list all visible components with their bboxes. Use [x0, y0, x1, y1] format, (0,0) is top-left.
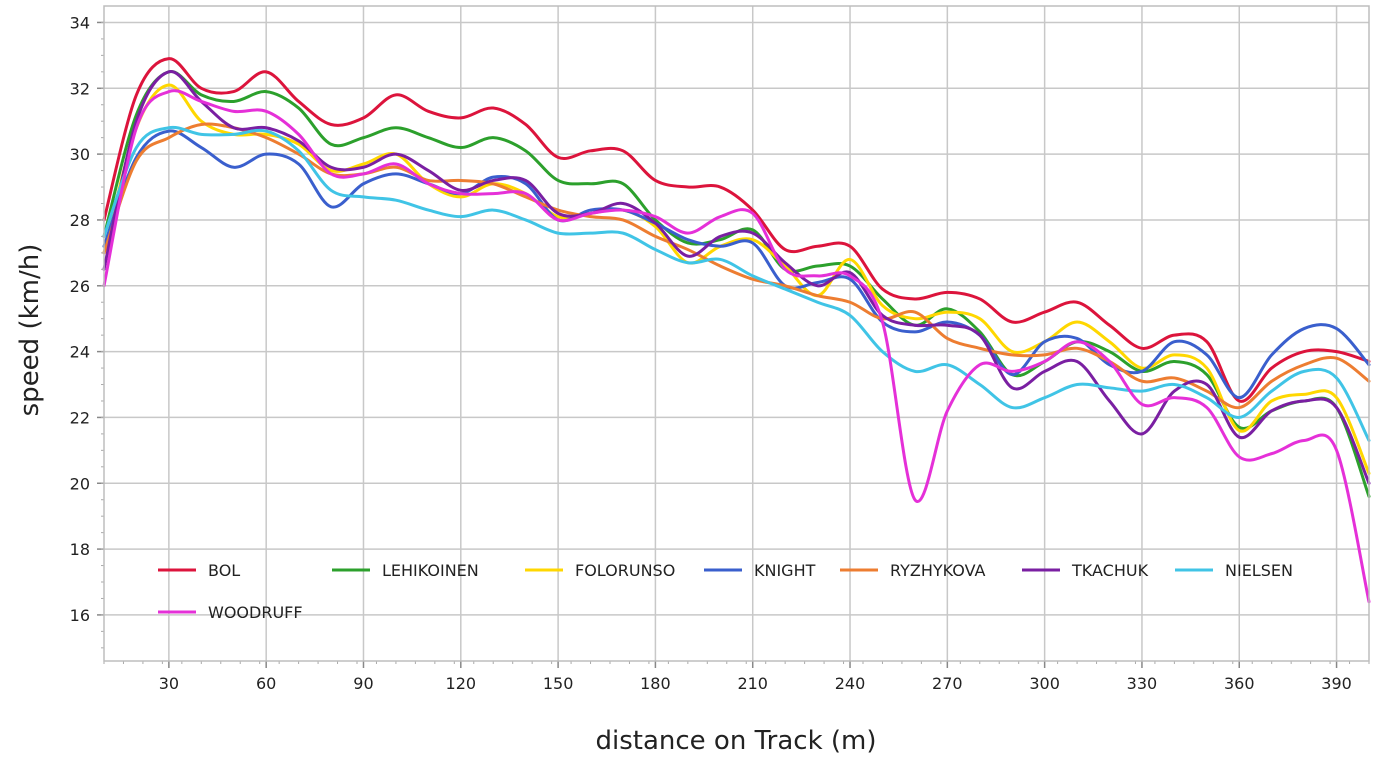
legend-item-folorunso: FOLORUNSO	[525, 561, 675, 580]
legend-item-ryzhykova: RYZHYKOVA	[840, 561, 985, 580]
series-line-folorunso	[102, 83, 1371, 475]
tick-labels: 30 60 90 120 150 180 210 240 270 300 330 360 390 16 18…	[70, 13, 1352, 693]
legend-label: NIELSEN	[1225, 561, 1293, 580]
legend-label: TKACHUK	[1071, 561, 1149, 580]
y-tick-label: 24	[70, 343, 90, 362]
y-axis-title: speed (km/h)	[15, 244, 45, 417]
series-lines	[102, 57, 1371, 604]
x-tick-label: 60	[256, 674, 276, 693]
y-tick-label: 30	[70, 145, 90, 164]
legend-label: FOLORUNSO	[575, 561, 675, 580]
y-tick-label: 16	[70, 606, 90, 625]
legend-label: LEHIKOINEN	[382, 561, 479, 580]
x-tick-label: 330	[1127, 674, 1158, 693]
legend-label: RYZHYKOVA	[890, 561, 985, 580]
legend-item-knight: KNIGHT	[704, 561, 816, 580]
y-tick-label: 22	[70, 408, 90, 427]
legend-item-bol: BOL	[158, 561, 240, 580]
x-tick-label: 270	[932, 674, 963, 693]
y-tick-label: 34	[70, 13, 90, 32]
legend-label: BOL	[208, 561, 240, 580]
x-tick-label: 120	[446, 674, 477, 693]
series-line-bol	[102, 57, 1371, 403]
x-tick-label: 210	[737, 674, 768, 693]
x-tick-label: 360	[1224, 674, 1255, 693]
plot-border	[103, 5, 1370, 662]
x-tick-label: 180	[640, 674, 671, 693]
series-line-lehikoinen	[102, 70, 1371, 498]
y-tick-label: 26	[70, 277, 90, 296]
series-line-knight	[102, 129, 1371, 400]
x-tick-label: 90	[353, 674, 373, 693]
y-tick-label: 18	[70, 540, 90, 559]
legend-item-nielsen: NIELSEN	[1175, 561, 1293, 580]
plot-frame	[97, 5, 1370, 668]
legend-label: KNIGHT	[754, 561, 816, 580]
series-line-tkachuk	[102, 70, 1371, 485]
x-tick-label: 240	[835, 674, 866, 693]
x-axis-title: distance on Track (m)	[596, 726, 877, 756]
x-tick-label: 390	[1321, 674, 1352, 693]
series-line-woodruff	[102, 89, 1371, 604]
x-tick-label: 300	[1029, 674, 1060, 693]
legend-item-lehikoinen: LEHIKOINEN	[332, 561, 479, 580]
y-tick-label: 32	[70, 79, 90, 98]
x-tick-label: 30	[159, 674, 179, 693]
y-tick-label: 28	[70, 211, 90, 230]
y-tick-label: 20	[70, 474, 90, 493]
legend-item-tkachuk: TKACHUK	[1022, 561, 1149, 580]
legend: BOL LEHIKOINEN FOLORUNSO KNIGHT RYZHYKOVA TKA…	[158, 561, 1293, 622]
x-tick-label: 150	[543, 674, 574, 693]
grid	[104, 6, 1369, 661]
series-line-nielsen	[102, 125, 1371, 442]
legend-item-woodruff: WOODRUFF	[158, 603, 303, 622]
legend-label: WOODRUFF	[208, 603, 303, 622]
